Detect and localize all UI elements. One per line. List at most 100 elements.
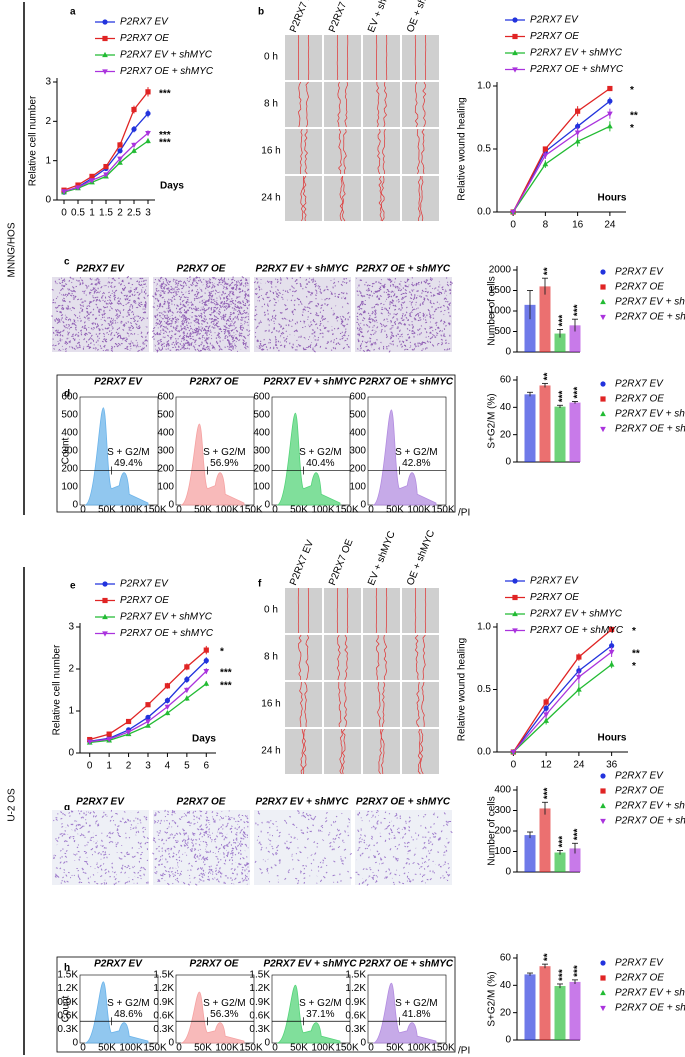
wound-image [363, 35, 400, 80]
section-label: U-2 OS [7, 788, 18, 822]
legend-label: P2RX7 OE + shMYC [120, 628, 214, 639]
significance: *** [573, 304, 584, 316]
flow-x-tick: 50K [194, 505, 212, 516]
flow-x-tick: 50K [290, 1043, 308, 1054]
wound-image [363, 82, 400, 127]
flow-title: P2RX7 OE + shMYC [359, 377, 454, 388]
x-tick-label: 0.5 [71, 208, 85, 219]
wound-edge [336, 34, 339, 81]
flow-y-tick: 1.2K [153, 983, 174, 994]
flow-y-tick: 100 [157, 482, 174, 493]
wound-edge [414, 81, 419, 128]
image-title: P2RX7 OE + shMYC [356, 264, 451, 275]
wound-image [285, 82, 322, 127]
flow-y-tick: 0.9K [153, 997, 174, 1008]
marker [203, 680, 210, 686]
flow-title: P2RX7 OE [190, 377, 239, 388]
series-line [512, 629, 613, 753]
y-tick-label: 100 [494, 846, 511, 857]
marker [607, 123, 613, 129]
wound-edge [346, 587, 349, 634]
marker [117, 156, 123, 162]
marker [576, 674, 582, 681]
significance: *** [558, 391, 569, 403]
significance: * [632, 626, 636, 637]
marker [512, 49, 518, 56]
flow-histogram [372, 409, 437, 506]
bar [554, 406, 566, 462]
y-tick-label: 40 [500, 980, 512, 991]
legend-label: P2RX7 OE [615, 973, 664, 984]
legend-label: P2RX7 OE [615, 786, 664, 797]
y-axis-label: Number of cells [487, 276, 498, 345]
transwell-image [153, 810, 250, 885]
flow-y-tick: 500 [349, 410, 366, 421]
bar [524, 394, 536, 462]
section-label: MNNG/HOS [7, 222, 18, 277]
flow-x-tick: 150K [143, 505, 167, 516]
wound-edge [304, 681, 308, 728]
flow-y-tick: 200 [61, 464, 78, 475]
flow-y-tick: 0 [72, 500, 78, 511]
wound-edge [337, 81, 341, 128]
wound-edge [300, 175, 304, 222]
flow-histogram [180, 991, 245, 1044]
legend-label: P2RX7 EV [120, 579, 169, 590]
series-line [512, 651, 613, 753]
flow-y-label: Count [61, 437, 72, 464]
wound-edge [416, 681, 420, 728]
flow-x-tick: 100K [311, 505, 335, 516]
gate-percent: 42.8% [402, 458, 430, 469]
flow-histogram [372, 982, 437, 1044]
wound-edge [414, 587, 417, 634]
cells [355, 277, 454, 353]
wound-image [402, 588, 439, 633]
marker [512, 578, 518, 584]
wound-edge [336, 634, 341, 681]
wound-image [402, 129, 439, 174]
x-tick-label: 36 [606, 760, 618, 771]
x-tick-label: 3 [145, 761, 151, 772]
wound-edge [424, 587, 427, 634]
flow-y-tick: 0.9K [345, 997, 366, 1008]
wound-edge [381, 175, 385, 222]
flow-title: P2RX7 OE + shMYC [359, 959, 454, 970]
cells [254, 810, 353, 885]
gate-label: S + G2/M [203, 998, 246, 1009]
bar [539, 808, 551, 872]
x-tick-label: 0 [511, 760, 517, 771]
x-tick-label: 1 [106, 761, 112, 772]
legend-label: P2RX7 EV + shMYC [530, 609, 623, 620]
marker [512, 33, 518, 40]
significance: *** [558, 836, 569, 848]
flow-x-tick: 0 [176, 1043, 182, 1054]
gate-label: S + G2/M [107, 998, 150, 1009]
flow-x-tick: 100K [215, 1043, 239, 1054]
wound-edge [417, 728, 421, 775]
gate-label: S + G2/M [299, 447, 342, 458]
y-tick-label: 1000 [489, 306, 512, 317]
wound-edge [344, 81, 348, 128]
flow-y-tick: 500 [61, 410, 78, 421]
wound-edge [380, 728, 385, 775]
wound-edge [383, 81, 387, 128]
bar [569, 402, 581, 462]
bar [524, 835, 536, 872]
marker [510, 209, 516, 216]
marker [117, 148, 123, 154]
legend-label: P2RX7 EV [615, 771, 664, 782]
marker [106, 737, 113, 743]
image-title: P2RX7 OE [177, 797, 226, 808]
flow-y-tick: 300 [61, 446, 78, 457]
panel-letter: d [64, 389, 70, 400]
transwell-image [52, 277, 149, 352]
legend-label: P2RX7 OE + shMYC [615, 816, 685, 827]
marker [600, 269, 606, 275]
marker [609, 626, 615, 633]
wound-edge [417, 175, 421, 222]
flow-y-tick: 0.6K [345, 1010, 366, 1021]
y-tick-label: 0 [45, 195, 51, 206]
flow-y-tick: 0 [264, 1038, 270, 1049]
flow-histogram [180, 423, 245, 506]
gate-percent: 37.1% [306, 1009, 334, 1020]
